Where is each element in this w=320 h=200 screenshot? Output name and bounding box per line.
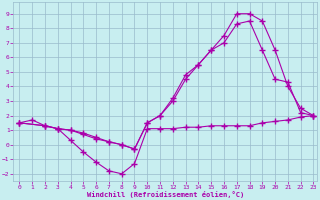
X-axis label: Windchill (Refroidissement éolien,°C): Windchill (Refroidissement éolien,°C) bbox=[86, 191, 244, 198]
